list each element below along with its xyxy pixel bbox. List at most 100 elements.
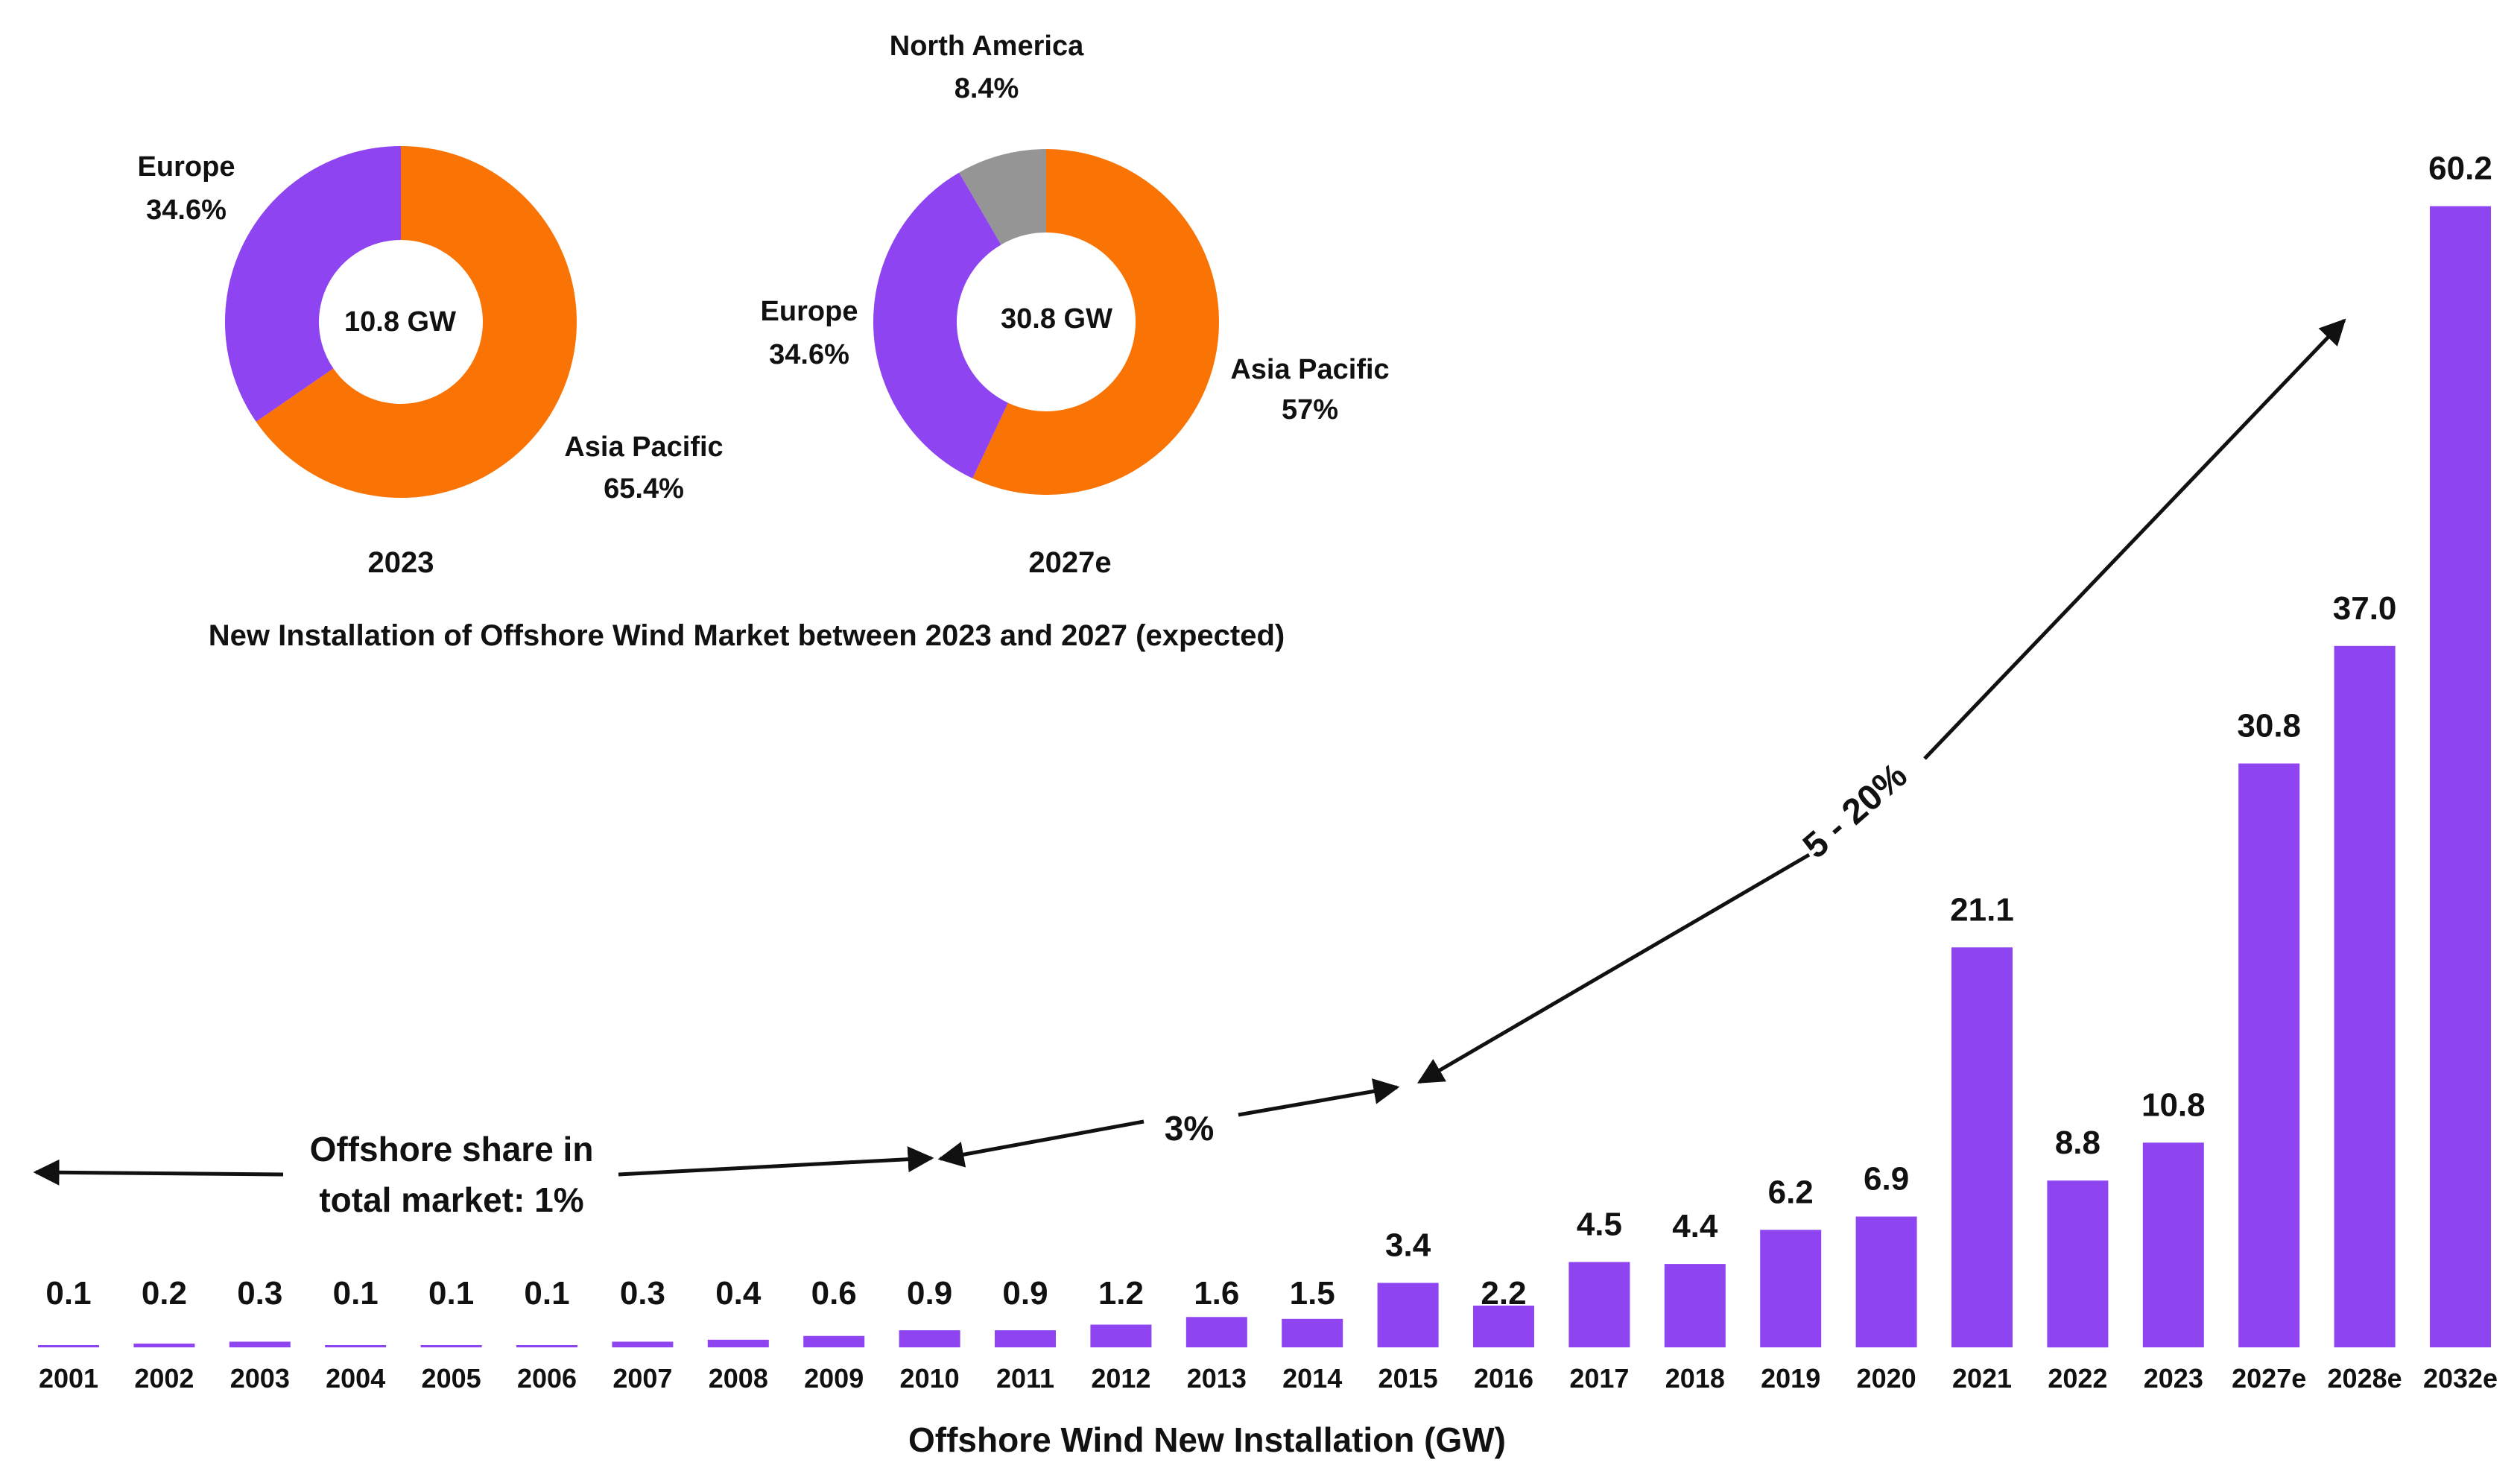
x-tick-2015: 2015 (1378, 1363, 1438, 1394)
bar-value-label-2009: 0.6 (811, 1275, 857, 1312)
x-tick-2006: 2006 (517, 1363, 577, 1394)
share-3pct-right-arrow (1238, 1078, 1400, 1117)
bar-2017 (1568, 1262, 1630, 1347)
donut-2027e-europe-name: Europe (761, 296, 858, 327)
bar-value-label-2012: 1.2 (1098, 1275, 1144, 1312)
share-1pct-left-arrow (33, 1159, 284, 1186)
donut-2023-asia-name: Asia Pacific (564, 431, 723, 463)
donut1-slice-asia-pacific (256, 146, 577, 498)
bar-value-label-2027e: 30.8 (2237, 708, 2301, 744)
bar-2023 (2142, 1142, 2204, 1347)
bar-value-label-2020: 6.9 (1864, 1161, 1909, 1198)
share-5-20pct-upper-arrow (1923, 318, 2346, 760)
x-tick-2013: 2013 (1187, 1363, 1247, 1394)
bar-value-label-2028e: 37.0 (2333, 590, 2397, 627)
bar-value-label-2018: 4.4 (1672, 1208, 1718, 1245)
bar-2016 (1473, 1306, 1534, 1347)
donut-2027e-asia-name: Asia Pacific (1230, 354, 1389, 385)
donut2-slice-north-america (959, 149, 1046, 245)
bar-value-label-2023: 10.8 (2141, 1087, 2206, 1123)
share-5-20pct-lower-arrow (1416, 853, 1811, 1084)
bar-value-label-2016: 2.2 (1481, 1275, 1526, 1312)
bar-2018 (1664, 1264, 1726, 1347)
bar-2015 (1377, 1283, 1439, 1347)
donut-2023-europe-name: Europe (138, 151, 235, 183)
x-tick-2011: 2011 (996, 1363, 1054, 1394)
bar-value-label-2004: 0.1 (333, 1275, 379, 1312)
x-tick-2020: 2020 (1857, 1363, 1916, 1394)
share-1pct-label-line1: Offshore share in (310, 1130, 594, 1168)
bar-value-label-2003: 0.3 (237, 1275, 282, 1312)
bar-2012 (1090, 1324, 1152, 1347)
bar-value-label-2015: 3.4 (1385, 1227, 1431, 1264)
donut-2027e-year: 2027e (1028, 546, 1111, 579)
bar-chart-x-axis-title: Offshore Wind New Installation (GW) (908, 1420, 1506, 1459)
bar-2007 (612, 1341, 674, 1347)
share-3pct-left-arrow (937, 1119, 1145, 1168)
bar-2027e (2238, 763, 2300, 1347)
x-tick-2009: 2009 (804, 1363, 864, 1394)
bar-2001 (38, 1345, 99, 1347)
x-tick-2018: 2018 (1665, 1363, 1725, 1394)
bar-2009 (803, 1335, 865, 1347)
x-tick-2003: 2003 (230, 1363, 290, 1394)
share-1pct-label-line2: total market: 1% (319, 1180, 583, 1219)
bar-value-label-2007: 0.3 (620, 1275, 665, 1312)
bar-value-label-2001: 0.1 (45, 1275, 91, 1312)
donut-chart-2023 (225, 146, 577, 498)
bar-value-label-2022: 8.8 (2055, 1125, 2100, 1161)
x-tick-2014: 2014 (1282, 1363, 1342, 1394)
x-tick-2032e: 2032e (2423, 1363, 2498, 1394)
donut-2023-europe-pct: 34.6% (146, 195, 227, 226)
bar-2008 (707, 1339, 769, 1347)
donut-charts-caption: New Installation of Offshore Wind Market… (209, 619, 1285, 652)
x-tick-2004: 2004 (326, 1363, 385, 1394)
bar-value-label-2032e: 60.2 (2428, 151, 2492, 187)
bar-value-label-2021: 21.1 (1950, 891, 2014, 928)
bar-2022 (2047, 1180, 2109, 1348)
bar-value-label-2005: 0.1 (428, 1275, 474, 1312)
x-tick-2019: 2019 (1761, 1363, 1820, 1394)
bar-value-label-2010: 0.9 (907, 1275, 952, 1312)
donut-2027e-asia-pct: 57% (1282, 394, 1338, 426)
bar-2011 (995, 1330, 1056, 1347)
x-axis-tick-labels: 2001 2002 2003 2004 2005 2006 2007 2008 2009 2010… (39, 1363, 2498, 1394)
donut-2027e-europe-pct: 34.6% (769, 339, 849, 370)
x-tick-2010: 2010 (900, 1363, 960, 1394)
bar-value-label-2011: 0.9 (1002, 1275, 1048, 1312)
donut2-slice-asia-pacific (972, 149, 1220, 495)
bar-2013 (1185, 1317, 1247, 1347)
donut-chart-2027e (873, 149, 1220, 495)
donut-2027e-north-america-name: North America (890, 31, 1084, 62)
donut1-slice-europe (225, 146, 401, 422)
bar-2005 (420, 1345, 482, 1347)
x-tick-2022: 2022 (2048, 1363, 2107, 1394)
bar-value-label-2014: 1.5 (1290, 1275, 1335, 1312)
x-tick-2002: 2002 (134, 1363, 194, 1394)
bar-2032e (2430, 206, 2491, 1348)
share-3pct-label: 3% (1165, 1109, 1214, 1148)
bar-2021 (1951, 947, 2013, 1347)
bar-2010 (899, 1330, 960, 1347)
donut-2023-asia-pct: 65.4% (604, 473, 684, 505)
bar-chart-series (38, 206, 2491, 1348)
x-tick-2012: 2012 (1091, 1363, 1150, 1394)
bar-value-label-2008: 0.4 (715, 1275, 762, 1312)
donut2-slice-europe (873, 172, 1008, 478)
bar-2004 (325, 1345, 387, 1347)
bar-2006 (516, 1345, 577, 1347)
donut-2023-center-label: 10.8 GW (344, 306, 456, 338)
x-tick-2016: 2016 (1474, 1363, 1533, 1394)
x-tick-2027e: 2027e (2232, 1363, 2306, 1394)
share-5-20pct-label: 5 - 20% (1796, 756, 1915, 867)
bar-value-label-2019: 6.2 (1768, 1174, 1814, 1210)
x-tick-2005: 2005 (422, 1363, 481, 1394)
x-tick-2008: 2008 (709, 1363, 768, 1394)
bar-value-label-2006: 0.1 (524, 1275, 569, 1312)
x-tick-2017: 2017 (1569, 1363, 1629, 1394)
donut-2027e-north-america-pct: 8.4% (955, 73, 1019, 104)
bar-2020 (1855, 1216, 1917, 1347)
x-tick-2021: 2021 (1952, 1363, 2012, 1394)
bar-2019 (1760, 1230, 1822, 1347)
